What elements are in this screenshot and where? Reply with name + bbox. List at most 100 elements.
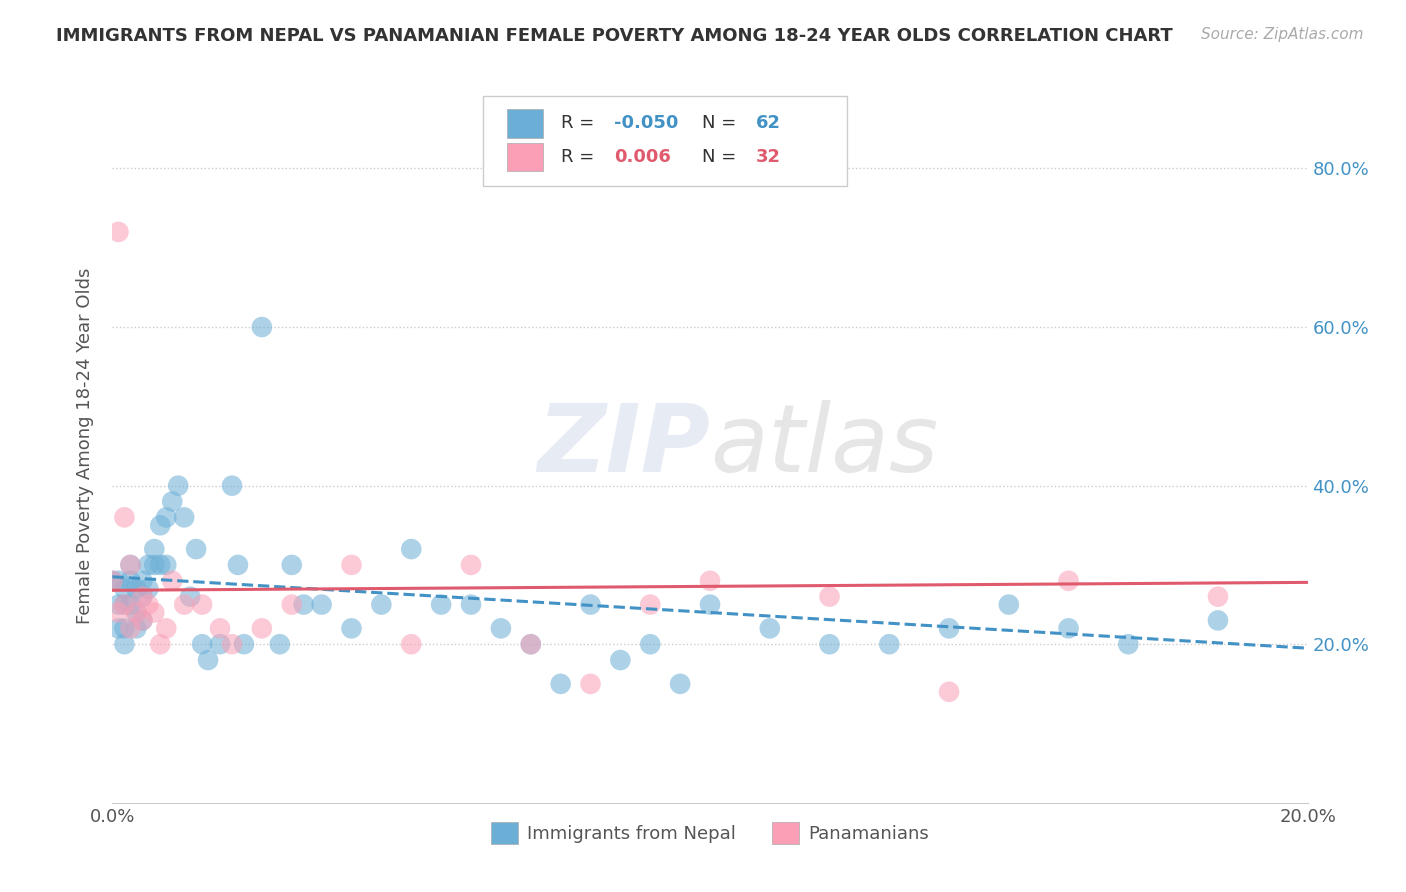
Point (520, 637, 543, 651)
Point (311, 598, 333, 612)
Point (250, 320, 273, 334)
Point (120, 558, 142, 572)
Point (759, 621, 782, 635)
Point (998, 598, 1021, 612)
Point (489, 621, 512, 635)
Point (579, 598, 602, 612)
Point (101, 574, 124, 588)
Text: R =: R = (561, 148, 606, 166)
Text: IMMIGRANTS FROM NEPAL VS PANAMANIAN FEMALE POVERTY AMONG 18-24 YEAR OLDS CORRELA: IMMIGRANTS FROM NEPAL VS PANAMANIAN FEMA… (56, 27, 1173, 45)
Point (131, 590, 153, 604)
Point (162, 494, 183, 508)
Point (131, 574, 153, 588)
Point (640, 637, 662, 651)
Point (250, 621, 273, 635)
Point (401, 637, 423, 651)
Point (938, 621, 960, 635)
Point (340, 558, 363, 572)
Point (191, 598, 214, 612)
Point (221, 637, 243, 651)
Text: atlas: atlas (710, 401, 938, 491)
Point (609, 653, 631, 667)
Point (340, 621, 363, 635)
Point (640, 598, 662, 612)
Point (699, 574, 721, 588)
Point (138, 582, 160, 596)
Point (138, 598, 160, 612)
Text: 32: 32 (755, 148, 780, 166)
Point (125, 621, 148, 635)
Point (131, 614, 153, 628)
Point (1206, 590, 1229, 604)
Point (818, 590, 841, 604)
Point (107, 574, 129, 588)
FancyBboxPatch shape (508, 143, 543, 171)
Point (1057, 621, 1080, 635)
Point (149, 558, 172, 572)
Point (209, 637, 232, 651)
Point (138, 558, 160, 572)
Legend: Immigrants from Nepal, Panamanians: Immigrants from Nepal, Panamanians (484, 814, 936, 851)
Point (131, 614, 153, 628)
Text: -0.050: -0.050 (614, 114, 679, 132)
Point (107, 621, 129, 635)
Point (460, 598, 482, 612)
Point (197, 653, 219, 667)
Point (1206, 614, 1229, 628)
Point (699, 598, 721, 612)
Point (143, 558, 166, 572)
Point (401, 542, 423, 557)
Point (114, 598, 135, 612)
Point (938, 685, 960, 699)
Text: ZIP: ZIP (537, 400, 710, 492)
Point (460, 558, 482, 572)
Point (107, 225, 129, 239)
Point (125, 606, 148, 620)
Point (550, 677, 572, 691)
Text: 0.006: 0.006 (614, 148, 671, 166)
Point (173, 510, 195, 524)
Point (179, 590, 201, 604)
Point (101, 574, 124, 588)
Point (430, 598, 453, 612)
Point (292, 598, 315, 612)
Point (155, 510, 177, 524)
Point (167, 478, 190, 492)
Point (520, 637, 543, 651)
Text: R =: R = (561, 114, 599, 132)
Point (120, 621, 142, 635)
Point (269, 637, 291, 651)
Point (669, 677, 692, 691)
Point (221, 478, 243, 492)
FancyBboxPatch shape (508, 109, 543, 137)
Point (186, 542, 208, 557)
Point (114, 621, 135, 635)
Point (209, 621, 232, 635)
Point (879, 637, 901, 651)
Point (149, 637, 172, 651)
Point (1118, 637, 1140, 651)
Point (281, 598, 304, 612)
Y-axis label: Female Poverty Among 18-24 Year Olds: Female Poverty Among 18-24 Year Olds (76, 268, 94, 624)
Text: N =: N = (702, 114, 741, 132)
Point (155, 558, 177, 572)
Point (125, 582, 148, 596)
Point (114, 582, 135, 596)
Point (149, 518, 172, 533)
Point (579, 677, 602, 691)
Point (114, 637, 135, 651)
Point (226, 558, 249, 572)
Point (173, 598, 195, 612)
Point (120, 598, 142, 612)
Point (1057, 574, 1080, 588)
Point (155, 621, 177, 635)
Point (281, 558, 304, 572)
Point (162, 574, 183, 588)
Point (233, 637, 256, 651)
Point (131, 590, 153, 604)
Text: N =: N = (702, 148, 741, 166)
Point (370, 598, 392, 612)
Point (143, 606, 166, 620)
Point (120, 574, 142, 588)
Point (191, 637, 214, 651)
